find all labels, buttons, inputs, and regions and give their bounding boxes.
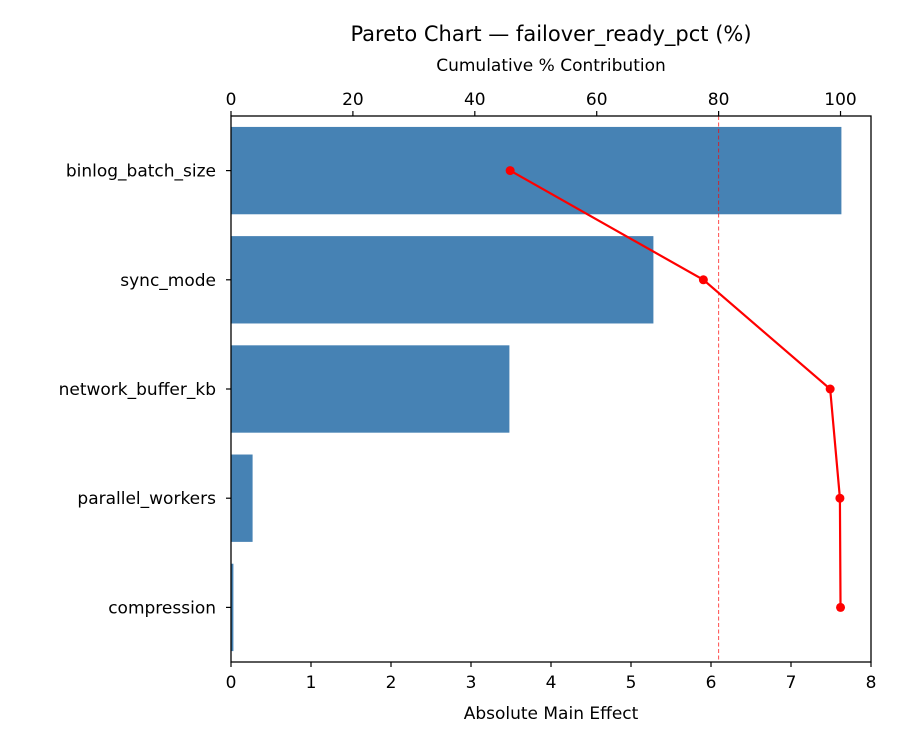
top-x-tick-label: 20 [342,90,364,110]
top-x-tick-label: 100 [824,90,856,110]
x-tick-label: 2 [386,673,397,693]
cumulative-marker [825,384,835,394]
cumulative-line-series [505,166,846,612]
x-tick-label: 1 [306,673,317,693]
y-tick-label: binlog_batch_size [66,162,216,182]
x-tick-label: 4 [546,673,557,693]
y-tick-label: network_buffer_kb [59,380,216,400]
bar-network-buffer-kb [231,345,510,433]
cumulative-marker [835,493,845,503]
top-x-tick-label: 0 [226,90,237,110]
y-tick-label: compression [108,598,216,618]
y-tick-label: sync_mode [120,271,216,291]
bar-sync-mode [231,236,654,324]
y-axis: binlog_batch_size sync_mode network_buffer… [59,162,231,618]
y-tick-label: parallel_workers [77,489,216,509]
bar-binlog-batch-size [231,126,842,215]
x-tick-label: 8 [866,673,877,693]
x-tick-label: 7 [786,673,797,693]
top-x-tick-label: 40 [464,90,486,110]
top-x-axis: 0 20 40 60 80 100 [226,90,857,116]
bottom-x-axis: 0 1 2 3 4 5 6 7 8 [226,662,877,693]
x-tick-label: 0 [226,673,237,693]
bar-parallel-workers [231,454,253,542]
x-tick-label: 3 [466,673,477,693]
x-tick-label: 5 [626,673,637,693]
top-axis-label: Cumulative % Contribution [436,56,666,76]
cumulative-marker [836,602,846,612]
x-tick-label: 6 [706,673,717,693]
cumulative-marker [698,275,708,285]
top-x-tick-label: 80 [708,90,730,110]
bottom-axis-label: Absolute Main Effect [463,704,639,724]
top-x-tick-label: 60 [586,90,608,110]
bar-series [231,126,842,652]
chart-title: Pareto Chart — failover_ready_pct (%) [350,22,752,46]
cumulative-marker [505,166,515,176]
bar-compression [231,563,234,652]
